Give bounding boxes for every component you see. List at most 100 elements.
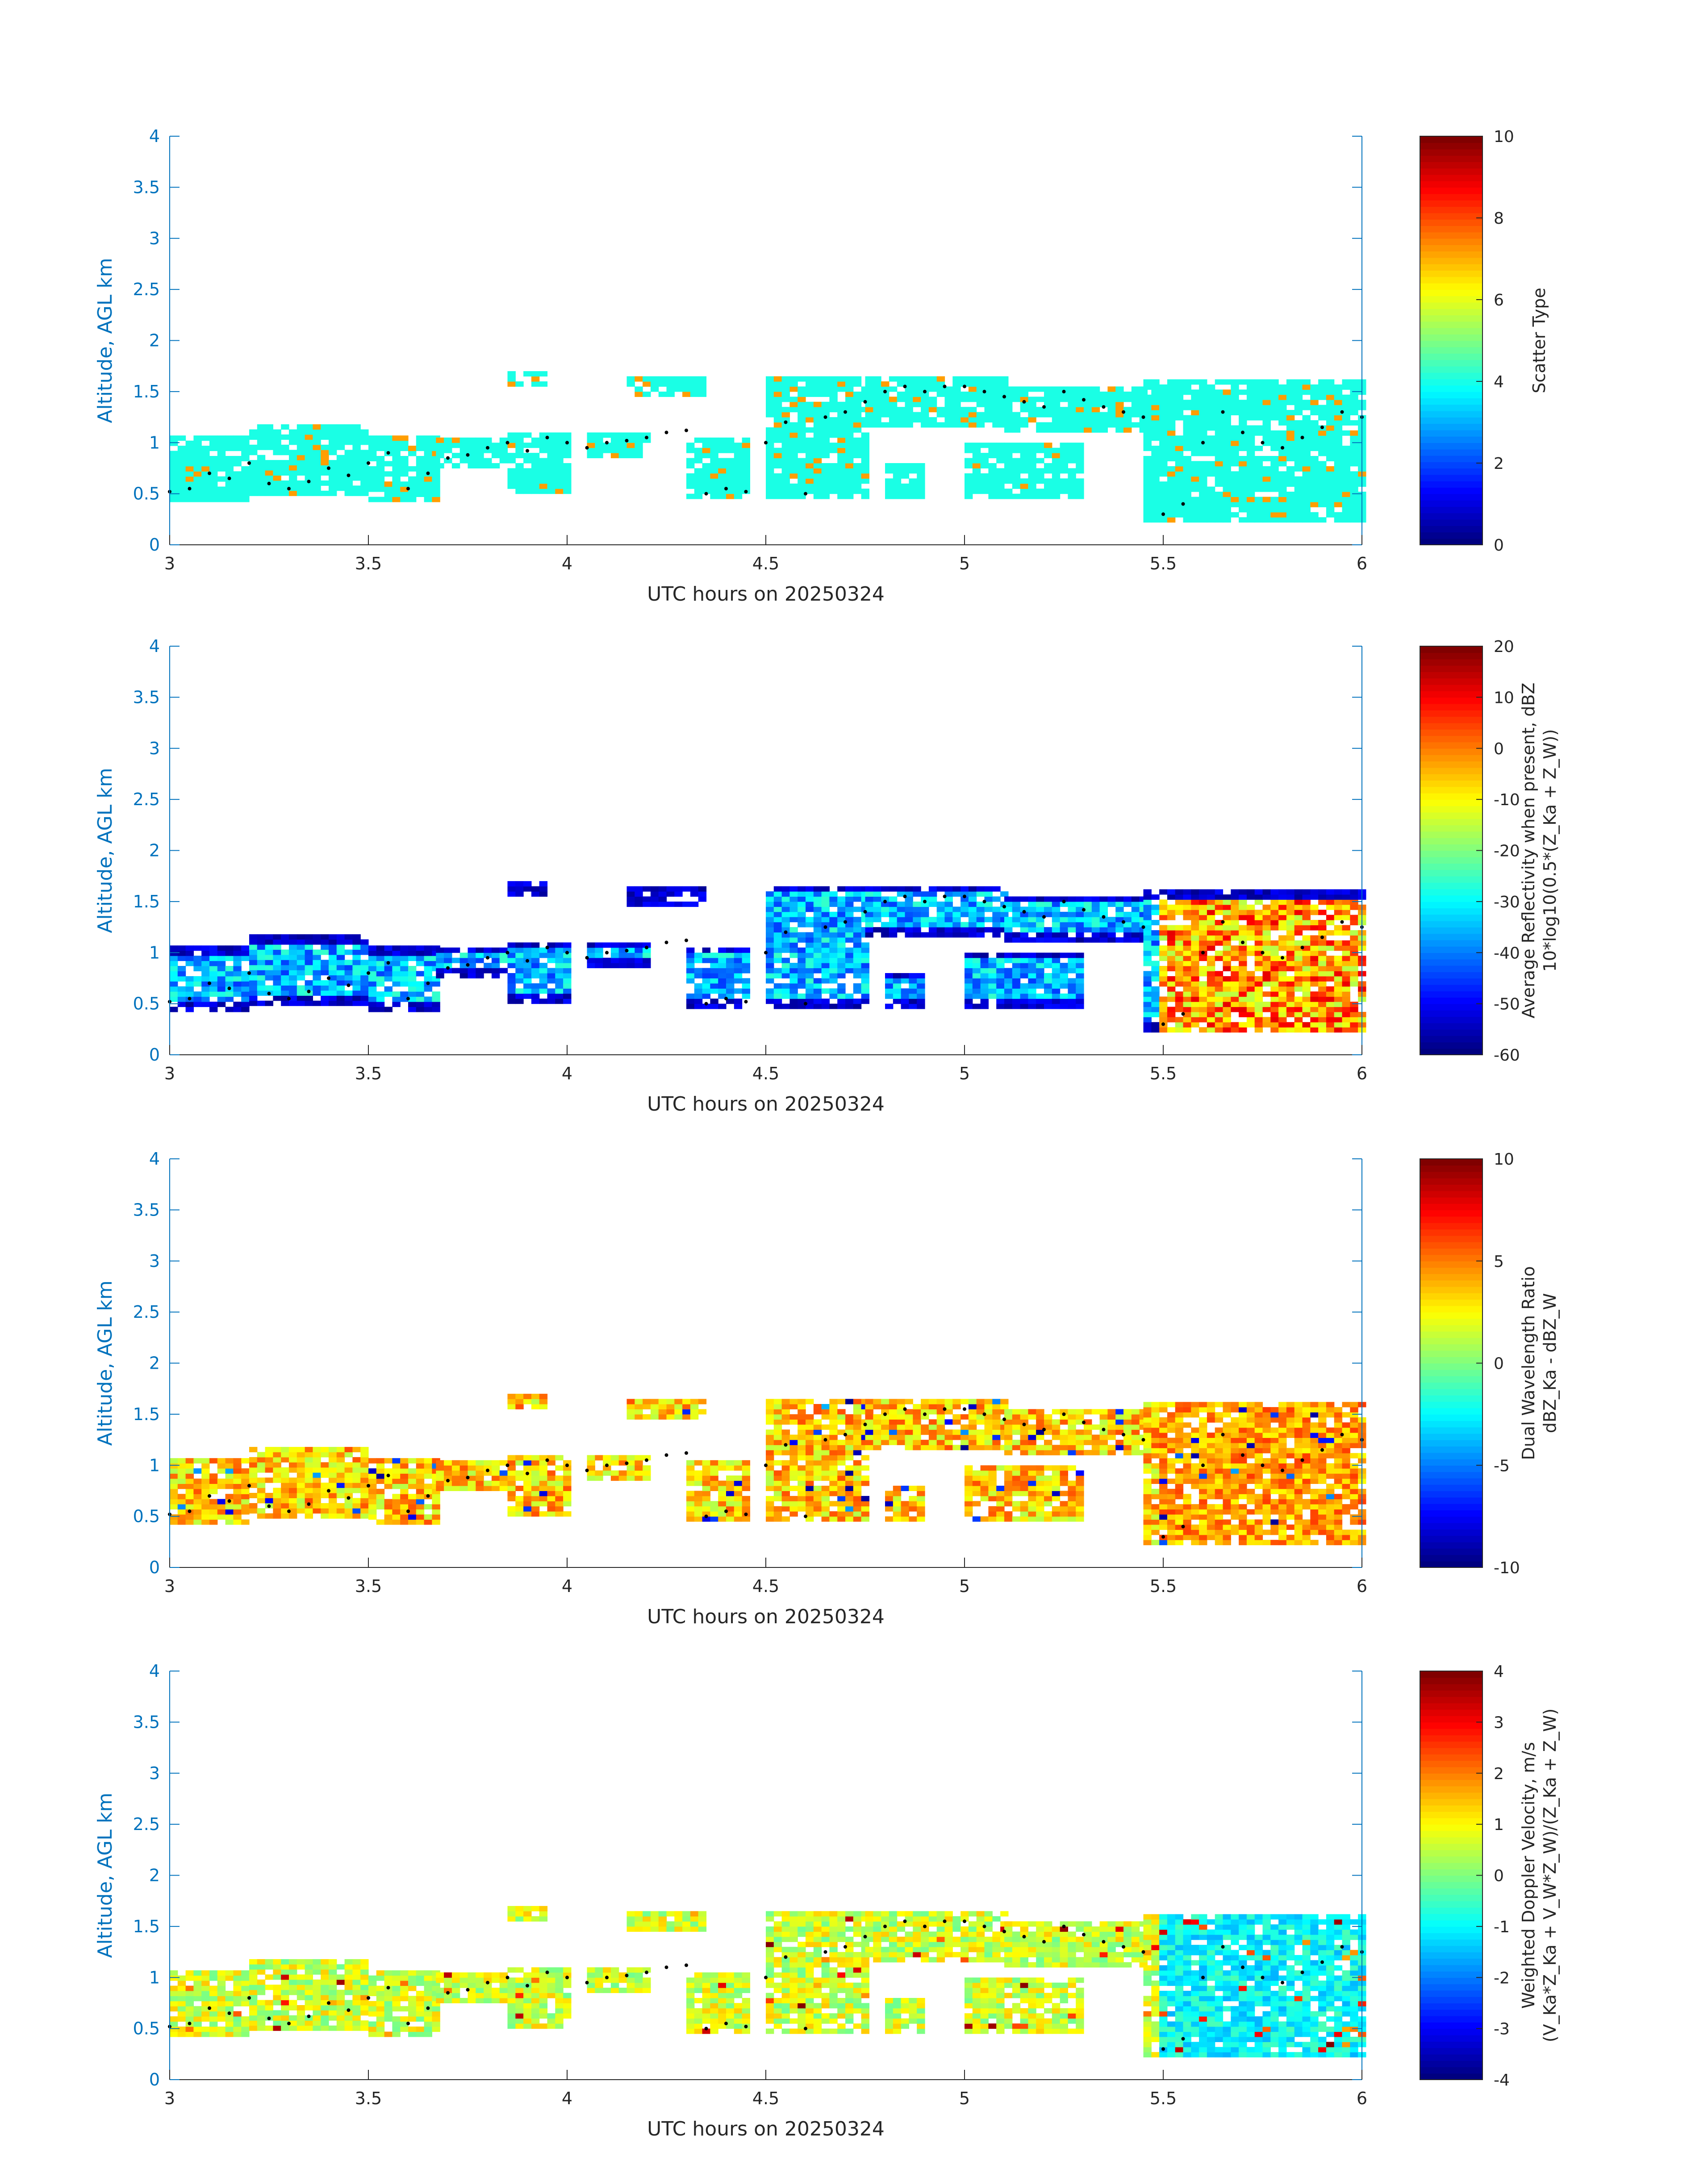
heatmap-cell xyxy=(829,483,838,489)
heatmap-cell xyxy=(1191,410,1199,415)
heatmap-cell xyxy=(329,1498,337,1504)
heatmap-cell xyxy=(666,386,675,392)
heatmap-cell xyxy=(1199,1017,1207,1023)
heatmap-cell xyxy=(889,422,898,428)
heatmap-cell xyxy=(289,934,297,940)
heatmap-cell xyxy=(352,470,361,476)
heatmap-cell xyxy=(451,463,460,468)
heatmap-cell xyxy=(917,478,925,484)
heatmap-cell xyxy=(1167,904,1176,910)
heatmap-cell xyxy=(257,439,266,445)
heatmap-cell xyxy=(193,486,202,492)
heatmap-cell xyxy=(217,971,226,977)
heatmap-cell xyxy=(257,990,266,996)
heatmap-cell xyxy=(193,497,202,502)
heatmap-cell xyxy=(1199,501,1207,507)
heatmap-cell xyxy=(360,995,369,1001)
heatmap-cell xyxy=(813,963,822,969)
heatmap-cell xyxy=(1068,478,1076,484)
heatmap-cell xyxy=(861,968,869,974)
heatmap-cell xyxy=(944,412,953,418)
heatmap-cell xyxy=(1270,986,1279,992)
heatmap-cell xyxy=(853,1003,862,1009)
heatmap-cell xyxy=(1318,956,1327,961)
heatmap-cell xyxy=(968,891,977,897)
heatmap-cell xyxy=(1310,461,1319,467)
heatmap-cell xyxy=(1302,400,1311,405)
heatmap-cell xyxy=(734,953,743,958)
heatmap-cell xyxy=(1151,517,1160,523)
heatmap-cell xyxy=(360,1483,369,1488)
heatmap-cell xyxy=(296,450,305,455)
heatmap-cell xyxy=(1060,397,1068,402)
colorbar-swatch xyxy=(1420,946,1482,953)
heatmap-cell xyxy=(257,429,266,435)
heatmap-cell xyxy=(813,401,822,407)
heatmap-cell xyxy=(1326,425,1335,431)
heatmap-cell xyxy=(424,996,432,1002)
heatmap-cell xyxy=(1115,386,1124,392)
heatmap-cell xyxy=(1326,1017,1335,1023)
heatmap-cell xyxy=(1326,920,1335,925)
heatmap-cell xyxy=(1286,451,1295,456)
heatmap-cell xyxy=(352,434,361,440)
heatmap-cell xyxy=(233,492,242,497)
heatmap-cell xyxy=(491,957,500,963)
heatmap-cell xyxy=(1076,397,1084,402)
heatmap-cell xyxy=(257,960,266,965)
colorbar-swatch xyxy=(1420,174,1482,181)
heatmap-cell xyxy=(1159,486,1168,492)
heatmap-cell xyxy=(718,993,727,999)
heatmap-cell xyxy=(201,476,210,482)
heatmap-cell xyxy=(845,437,854,443)
heatmap-cell xyxy=(523,953,532,958)
heatmap-cell xyxy=(177,446,186,451)
heatmap-cell xyxy=(257,1000,266,1006)
heatmap-cell xyxy=(996,963,1005,969)
heatmap-cell xyxy=(273,1452,281,1458)
heatmap-cell xyxy=(233,1473,242,1479)
heatmap-cell xyxy=(217,950,226,956)
heatmap-cell xyxy=(1028,911,1036,917)
heatmap-cell xyxy=(992,376,1001,382)
heatmap-cell xyxy=(936,911,945,917)
heatmap-cell xyxy=(1334,430,1343,436)
heatmap-cell xyxy=(185,446,194,451)
heatmap-cell xyxy=(821,896,830,902)
heatmap-cell xyxy=(968,417,977,423)
heatmap-cell xyxy=(305,434,313,440)
heatmap-cell xyxy=(368,481,377,487)
heatmap-cell xyxy=(313,470,321,476)
heatmap-cell xyxy=(547,968,555,974)
heatmap-cell xyxy=(861,963,869,969)
heatmap-cell xyxy=(845,917,854,923)
heatmap-cell xyxy=(917,999,925,1004)
heatmap-cell xyxy=(265,1447,273,1453)
heatmap-cell xyxy=(952,417,961,423)
heatmap-cell xyxy=(917,978,925,984)
heatmap-cell xyxy=(1239,910,1247,915)
heatmap-cell xyxy=(686,968,695,974)
heatmap-cell xyxy=(1012,458,1021,464)
heatmap-cell xyxy=(193,1514,202,1520)
heatmap-cell xyxy=(1131,907,1140,912)
heatmap-cell xyxy=(845,432,854,438)
heatmap-cell xyxy=(1318,889,1327,895)
heatmap-cell xyxy=(177,991,186,997)
cloud-base-point xyxy=(426,981,430,985)
heatmap-cell xyxy=(321,990,329,996)
heatmap-cell xyxy=(845,963,854,969)
heatmap-cell xyxy=(281,1452,289,1458)
heatmap-cell xyxy=(352,444,361,450)
heatmap-cell xyxy=(1060,973,1068,978)
heatmap-cell xyxy=(1084,427,1092,433)
heatmap-cell xyxy=(845,1003,854,1009)
heatmap-cell xyxy=(1175,400,1184,405)
heatmap-cell xyxy=(1076,963,1084,969)
x-axis-label: UTC hours on 20250324 xyxy=(647,583,885,606)
heatmap-cell xyxy=(507,983,516,989)
heatmap-cell xyxy=(968,911,977,917)
heatmap-cell xyxy=(984,886,993,892)
heatmap-cell xyxy=(1115,907,1124,912)
heatmap-cell xyxy=(837,927,846,933)
